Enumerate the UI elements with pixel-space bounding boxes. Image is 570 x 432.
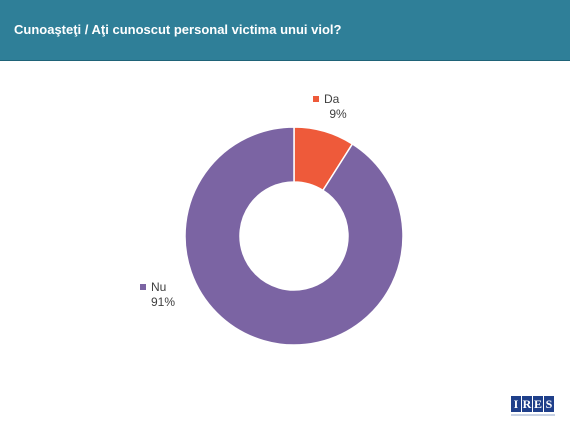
legend-marker-nu bbox=[140, 284, 146, 290]
legend-marker-da bbox=[313, 96, 319, 102]
page-title: Cunoaşteţi / Aţi cunoscut personal victi… bbox=[14, 22, 342, 37]
slice-nu bbox=[184, 126, 404, 346]
slice-value-da: 9% bbox=[329, 107, 347, 121]
slice-label-da: Da bbox=[324, 92, 340, 106]
slice-label-nu: Nu bbox=[151, 280, 166, 294]
logo-underline bbox=[511, 414, 555, 416]
logo-letter-e: E bbox=[533, 396, 543, 412]
label-da: Da9% bbox=[313, 92, 347, 121]
header-bar: Cunoaşteţi / Aţi cunoscut personal victi… bbox=[0, 0, 570, 61]
donut-slices bbox=[184, 126, 404, 346]
ires-logo: I R E S bbox=[511, 396, 554, 413]
logo-letter-s: S bbox=[544, 396, 554, 412]
logo-letter-r: R bbox=[522, 396, 532, 412]
logo-letter-i: I bbox=[511, 396, 521, 412]
slice-value-nu: 91% bbox=[151, 295, 175, 309]
